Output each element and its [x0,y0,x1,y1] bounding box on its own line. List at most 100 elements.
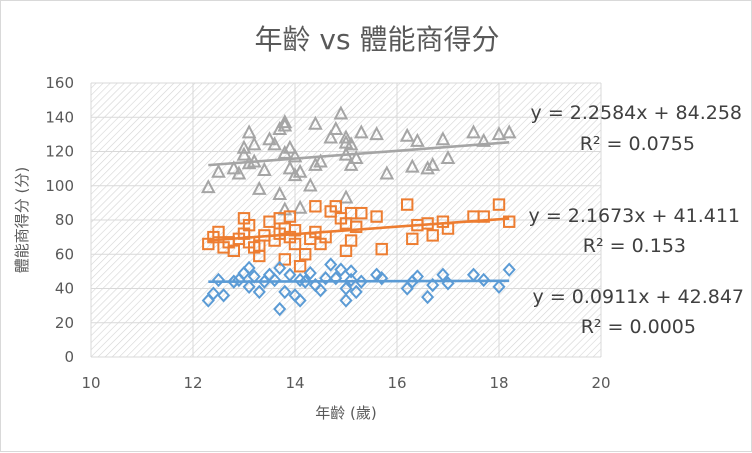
r2-bottom-series: R² = 0.0005 [581,316,696,338]
top-series-point [302,177,318,192]
top-series-point [338,189,354,204]
top-series-point [272,185,288,201]
middle-series-point [350,220,363,234]
bottom-series-point [492,279,506,294]
data-markers [200,105,517,317]
chart-title: 年齡 vs 體能商得分 [255,23,500,56]
top-series-point [236,139,252,154]
bottom-series-point [349,284,363,300]
bottom-series-point [242,279,256,294]
bottom-series-point [252,284,266,300]
x-tick-label: 12 [183,374,202,392]
top-series-point [338,129,354,144]
top-series-point [466,124,481,139]
x-axis-title: 年齡 (歲) [315,404,376,422]
y-tick-label: 160 [45,74,74,92]
y-tick-label: 0 [64,348,74,366]
middle-series-point [329,200,343,213]
top-series-point [420,160,435,175]
x-tick-label: 14 [285,374,304,392]
x-tick-label: 16 [387,374,406,392]
bottom-series-point [303,265,317,281]
top-series-point [435,131,451,146]
bottom-series-point [441,276,455,291]
middle-series-point [406,232,419,246]
middle-series-point [492,198,506,211]
bottom-series-point [247,269,261,284]
r2-middle-series: R² = 0.153 [583,235,686,257]
top-series-point [246,153,262,168]
bottom-series-point [313,283,328,298]
top-series-point [241,155,257,170]
top-series-trendline [208,141,510,167]
y-tick-label: 80 [55,211,74,229]
top-series-point [425,156,441,171]
top-series-point [236,146,252,161]
top-series-point [287,148,303,163]
middle-series-point [242,218,256,232]
middle-series-point [421,217,434,230]
bottom-series-point [344,272,358,288]
bottom-series-point [477,272,491,288]
y-tick-label: 140 [45,108,74,126]
equation-bottom-series: y = 0.0911x + 42.847 [533,286,744,308]
middle-series-point [441,222,455,235]
bottom-series-point [502,262,516,277]
top-series-point [338,146,354,161]
top-series-point [231,165,247,180]
top-series-point [246,136,262,151]
middle-series-point [370,210,383,223]
equation-middle-series: y = 2.1673x + 41.411 [529,205,740,227]
top-series-point [211,163,226,178]
bottom-series-point [421,289,435,305]
bottom-series-point [324,257,338,272]
top-series-point [251,180,267,195]
top-series-point [308,156,323,171]
axis-ticks: 0 20 40 60 80 100 120 140 160 10 12 14 16 18 20 [45,74,610,392]
top-series-point [323,129,339,144]
top-series-point [343,136,359,151]
top-series-point [292,163,308,178]
middle-series-point [309,200,322,213]
equation-top-series: y = 2.2584x + 84.258 [531,102,742,124]
bottom-series-point [242,260,256,276]
middle-series-point [401,198,414,211]
top-series-point [272,120,288,135]
top-series-point [267,136,282,151]
bottom-series-point [329,271,343,286]
top-series-point [379,165,395,180]
bottom-series-point [375,271,389,286]
bottom-series-point [410,269,424,284]
bottom-series-point [466,267,481,282]
top-series-point [226,160,242,175]
middle-series-point [293,260,307,273]
middle-series-point [299,248,312,261]
top-series-point [501,124,517,139]
top-series-point [476,132,492,147]
top-series-point [287,167,303,182]
bottom-series-point [344,264,358,279]
middle-series-point [375,242,388,256]
middle-series-point [344,234,358,247]
top-series-point [410,132,425,147]
bottom-series-point [273,260,287,276]
middle-series-point [477,210,490,223]
top-series-point [353,124,369,139]
bottom-series-point [278,284,292,300]
r2-top-series: R² = 0.0755 [580,133,695,155]
bottom-series-point [283,267,297,282]
y-tick-label: 40 [55,280,74,298]
y-tick-label: 20 [55,314,74,332]
bottom-series-point [426,277,440,293]
bottom-series-point [211,272,226,288]
top-series-point [308,115,323,130]
x-tick-label: 18 [489,374,508,392]
middle-series-point [426,229,439,242]
bottom-series-point [273,301,287,317]
y-axis-title: 體能商得分 (分) [13,167,31,273]
bottom-series-point [268,272,282,288]
top-series-point [333,105,349,120]
top-series-point [440,149,456,165]
